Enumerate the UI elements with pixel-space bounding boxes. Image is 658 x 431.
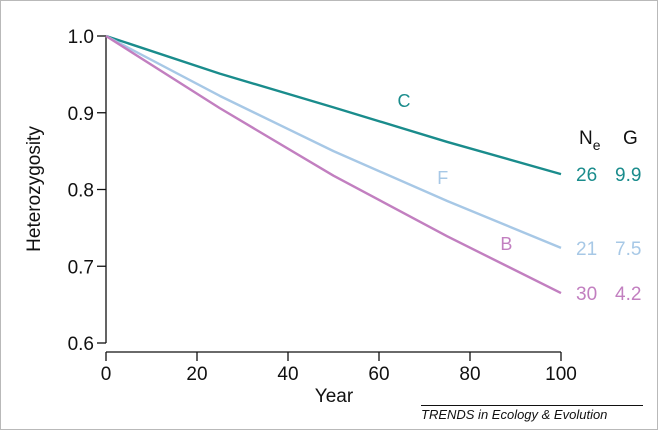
- series-label-c: C: [398, 91, 411, 111]
- x-axis-title: Year: [315, 386, 354, 407]
- ne-header: Ne: [579, 128, 601, 153]
- table-rows: 26 9.9 21 7.5 30 4.2: [576, 165, 641, 305]
- g-header: G: [623, 128, 638, 149]
- x-ticks: 0 20 40 60 80 100: [101, 352, 577, 385]
- series-line-f: [105, 34, 562, 249]
- x-tick-label: 40: [277, 364, 298, 385]
- y-tick-label: 0.9: [68, 104, 94, 125]
- x-tick-label: 0: [101, 364, 112, 385]
- series-label-b: B: [500, 234, 512, 254]
- ne-header-main: N: [579, 128, 593, 149]
- y-tick-label: 0.8: [68, 181, 94, 202]
- g-value: 4.2: [615, 284, 641, 305]
- ne-value: 21: [576, 239, 597, 260]
- ne-value: 30: [576, 284, 597, 305]
- series-layer: C F B: [105, 34, 562, 295]
- y-tick-label: 0.7: [68, 257, 94, 278]
- y-tick-label: 0.6: [68, 334, 94, 355]
- y-ticks: 0.6 0.7 0.8 0.9 1.0: [68, 27, 106, 355]
- g-value: 9.9: [615, 165, 641, 186]
- axes: [105, 36, 561, 353]
- x-tick-label: 60: [368, 364, 389, 385]
- table-header: Ne G: [579, 128, 638, 153]
- ne-value: 26: [576, 165, 597, 186]
- x-tick-label: 80: [459, 364, 480, 385]
- y-tick-label: 1.0: [68, 27, 94, 48]
- x-tick-label: 20: [186, 364, 207, 385]
- source-credit: TRENDS in Ecology & Evolution: [421, 405, 643, 422]
- series-line-c: [105, 34, 562, 176]
- g-value: 7.5: [615, 239, 641, 260]
- series-line-b: [105, 34, 562, 295]
- series-label-f: F: [437, 168, 448, 188]
- y-axis-title: Heterozygosity: [24, 126, 45, 252]
- x-tick-label: 100: [545, 364, 577, 385]
- ne-header-sub: e: [593, 137, 601, 153]
